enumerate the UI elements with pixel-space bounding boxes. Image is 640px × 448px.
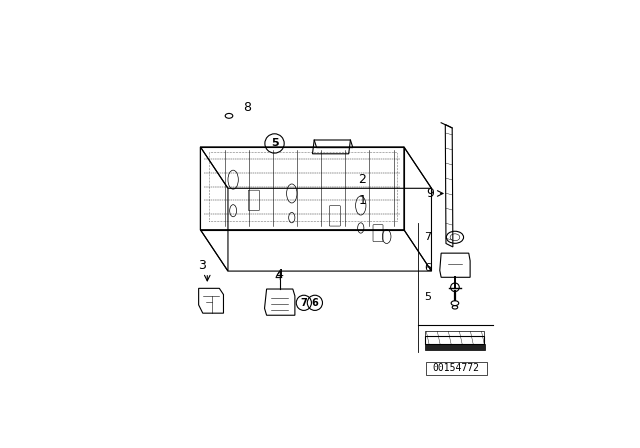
Text: 2: 2 xyxy=(358,173,367,186)
Text: 5: 5 xyxy=(424,292,431,302)
Text: 3: 3 xyxy=(198,259,206,272)
Text: 9: 9 xyxy=(426,187,434,200)
Text: 1: 1 xyxy=(358,194,367,207)
Text: 5: 5 xyxy=(271,138,278,148)
Text: 8: 8 xyxy=(243,101,251,114)
Text: 00154772: 00154772 xyxy=(432,363,479,373)
Text: 7: 7 xyxy=(300,298,307,308)
Text: 7: 7 xyxy=(424,232,431,242)
Text: 4: 4 xyxy=(274,270,282,283)
Text: 6: 6 xyxy=(424,263,431,273)
Text: 4: 4 xyxy=(276,268,284,281)
Polygon shape xyxy=(424,344,485,350)
Text: 6: 6 xyxy=(312,298,318,308)
